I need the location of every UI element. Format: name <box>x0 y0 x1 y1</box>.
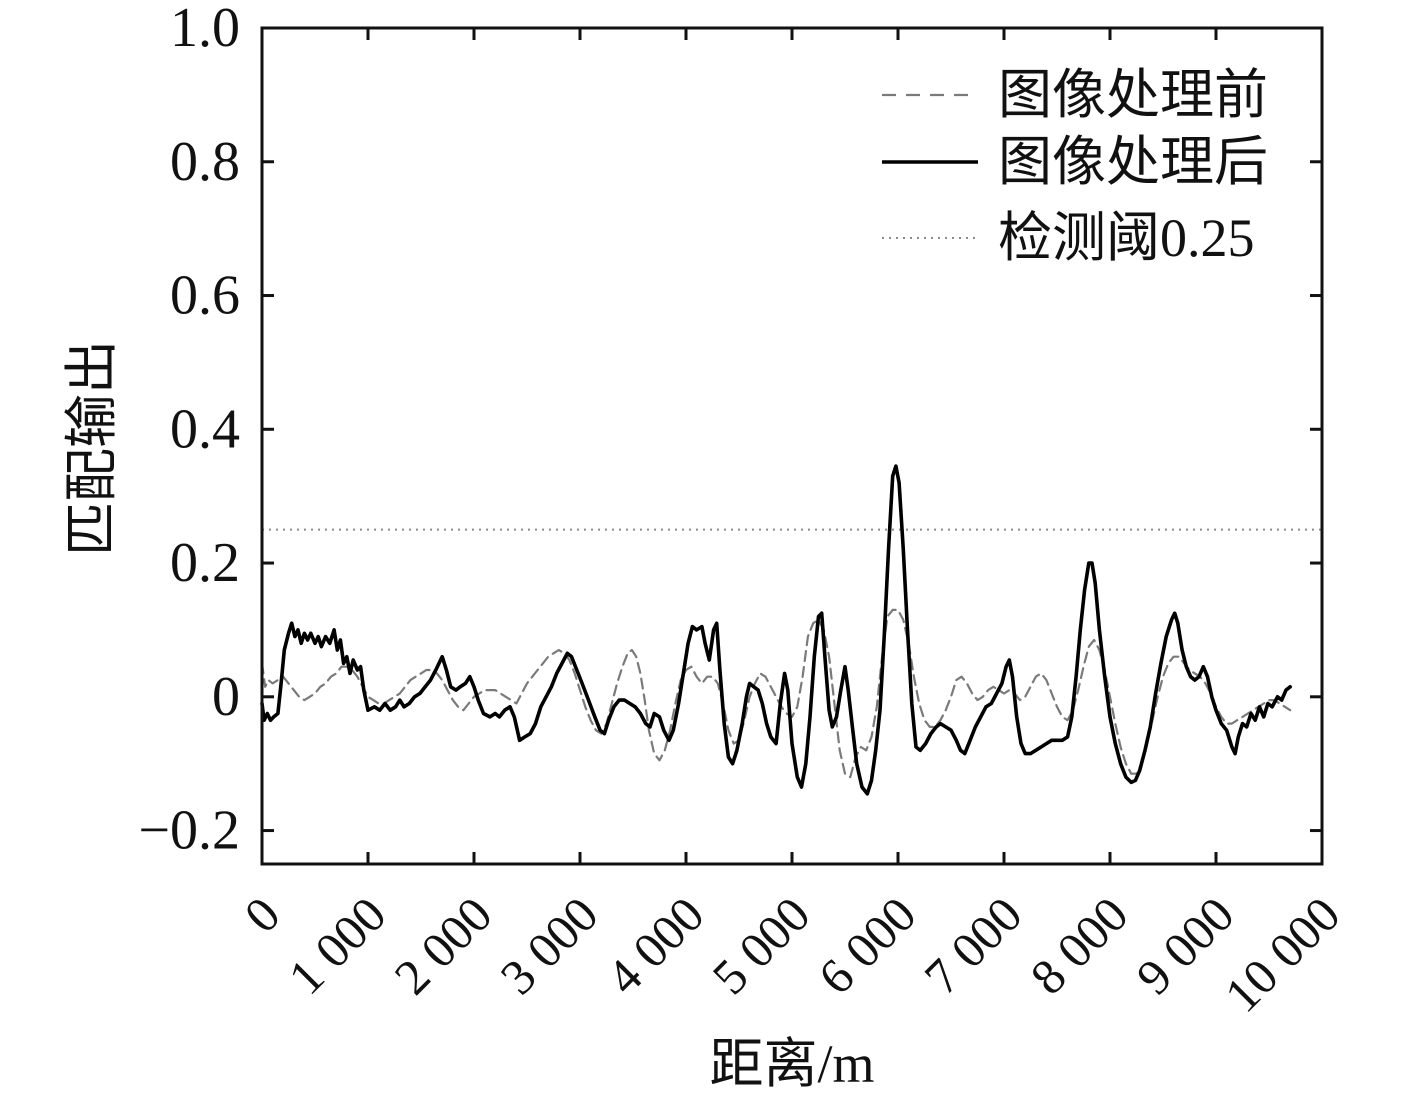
x-tick-label: 5 000 <box>701 886 820 1005</box>
x-tick-label: 3 000 <box>489 886 608 1005</box>
x-tick-label: 6 000 <box>807 886 926 1005</box>
x-tick-label: 4 000 <box>595 886 714 1005</box>
x-axis-label: 距离/m <box>709 1034 874 1094</box>
y-tick-label: 0.6 <box>170 265 240 327</box>
series-line-after <box>260 464 1292 796</box>
x-tick-label: 1 000 <box>277 886 396 1005</box>
y-axis-label: 匹配输出 <box>62 340 122 556</box>
legend-item-after: 图像处理后 <box>882 132 1268 192</box>
x-tick-label: 0 <box>233 886 290 943</box>
y-tick-label: −0.2 <box>138 800 240 862</box>
x-tick-label: 7 000 <box>913 886 1032 1005</box>
y-tick-label: 0 <box>212 666 240 728</box>
legend-label-threshold: 检测阈0.25 <box>998 208 1255 268</box>
legend: 图像处理前 图像处理后 检测阈0.25 <box>882 65 1268 268</box>
legend-item-threshold: 检测阈0.25 <box>882 208 1255 268</box>
y-tick-label: 0.8 <box>170 131 240 193</box>
plot-frame <box>260 26 1324 866</box>
series-line-before <box>260 608 1292 779</box>
y-tick-label: 0.4 <box>170 398 240 460</box>
series-layer <box>260 464 1292 796</box>
legend-label-after: 图像处理后 <box>998 132 1268 192</box>
y-tick-label: 0.2 <box>170 532 240 594</box>
y-tick-label: 1.0 <box>170 0 240 59</box>
x-tick-label: 8 000 <box>1019 886 1138 1005</box>
x-tick-label: 2 000 <box>383 886 502 1005</box>
x-tick-label: 10 000 <box>1214 886 1351 1023</box>
legend-label-before: 图像处理前 <box>998 65 1268 125</box>
legend-item-before: 图像处理前 <box>882 65 1268 125</box>
